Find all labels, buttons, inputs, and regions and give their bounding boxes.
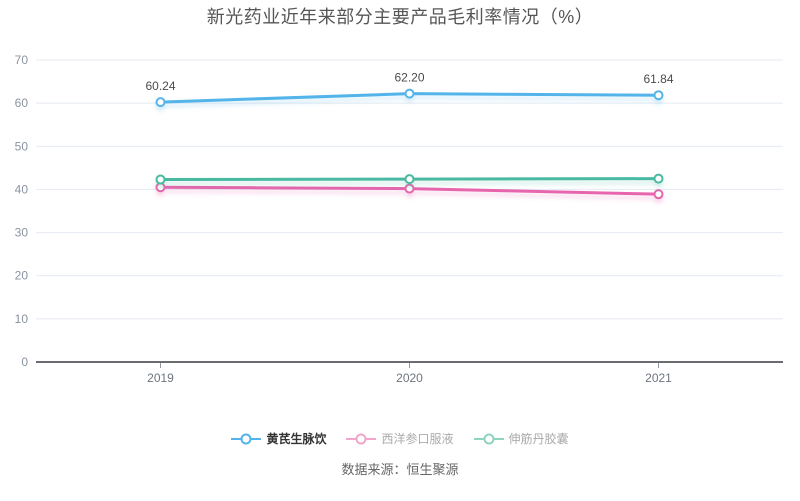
legend-label: 黄芪生脉饮 [266, 432, 327, 446]
y-axis-tick-label: 40 [15, 182, 29, 196]
x-axis-category-label: 2021 [645, 371, 672, 385]
data-point-value-label: 61.84 [643, 72, 673, 86]
legend-label: 西洋参口服液 [381, 432, 454, 446]
series-group-0 [155, 88, 664, 108]
data-point [653, 90, 664, 101]
data-point [653, 189, 664, 200]
data-point [404, 88, 415, 99]
line-chart-plot: 0 10 20 30 40 50 60 70 2019 2020 2021 60.24 62.20 61.… [15, 53, 783, 385]
legend-label: 伸筋丹胶囊 [508, 432, 569, 446]
y-axis-tick-label: 60 [15, 96, 29, 110]
chart-legend: 黄芪生脉饮 西洋参口服液 伸筋丹胶囊 [0, 428, 800, 450]
data-point-value-label: 60.24 [145, 79, 175, 93]
y-axis-tick-label: 20 [15, 269, 29, 283]
legend-line-marker-icon [346, 433, 377, 445]
y-axis-tick-label: 70 [15, 53, 29, 67]
x-axis-category-label: 2019 [147, 371, 174, 385]
data-point [404, 174, 415, 185]
y-axis-tick-label: 0 [21, 355, 28, 369]
series-group-1 [155, 182, 664, 200]
legend-line-marker-icon [231, 433, 262, 445]
y-axis-tick-label: 50 [15, 139, 29, 153]
legend-item-0[interactable]: 黄芪生脉饮 [231, 432, 326, 446]
data-point [653, 173, 664, 184]
legend-line-marker-icon [473, 433, 504, 445]
series-group-2 [155, 173, 664, 185]
data-point [155, 174, 166, 185]
x-axis-category-label: 2020 [396, 371, 423, 385]
data-point-value-label: 62.20 [394, 71, 424, 85]
legend-item-2[interactable]: 伸筋丹胶囊 [473, 432, 569, 446]
chart-title: 新光药业近年来部分主要产品毛利率情况（%） [206, 7, 594, 27]
y-axis-tick-label: 10 [15, 312, 29, 326]
y-axis-tick-label: 30 [15, 226, 29, 240]
legend-item-1[interactable]: 西洋参口服液 [346, 432, 454, 446]
data-point [155, 97, 166, 108]
data-source-label: 数据来源：恒生聚源 [341, 462, 459, 477]
data-point [404, 183, 415, 194]
